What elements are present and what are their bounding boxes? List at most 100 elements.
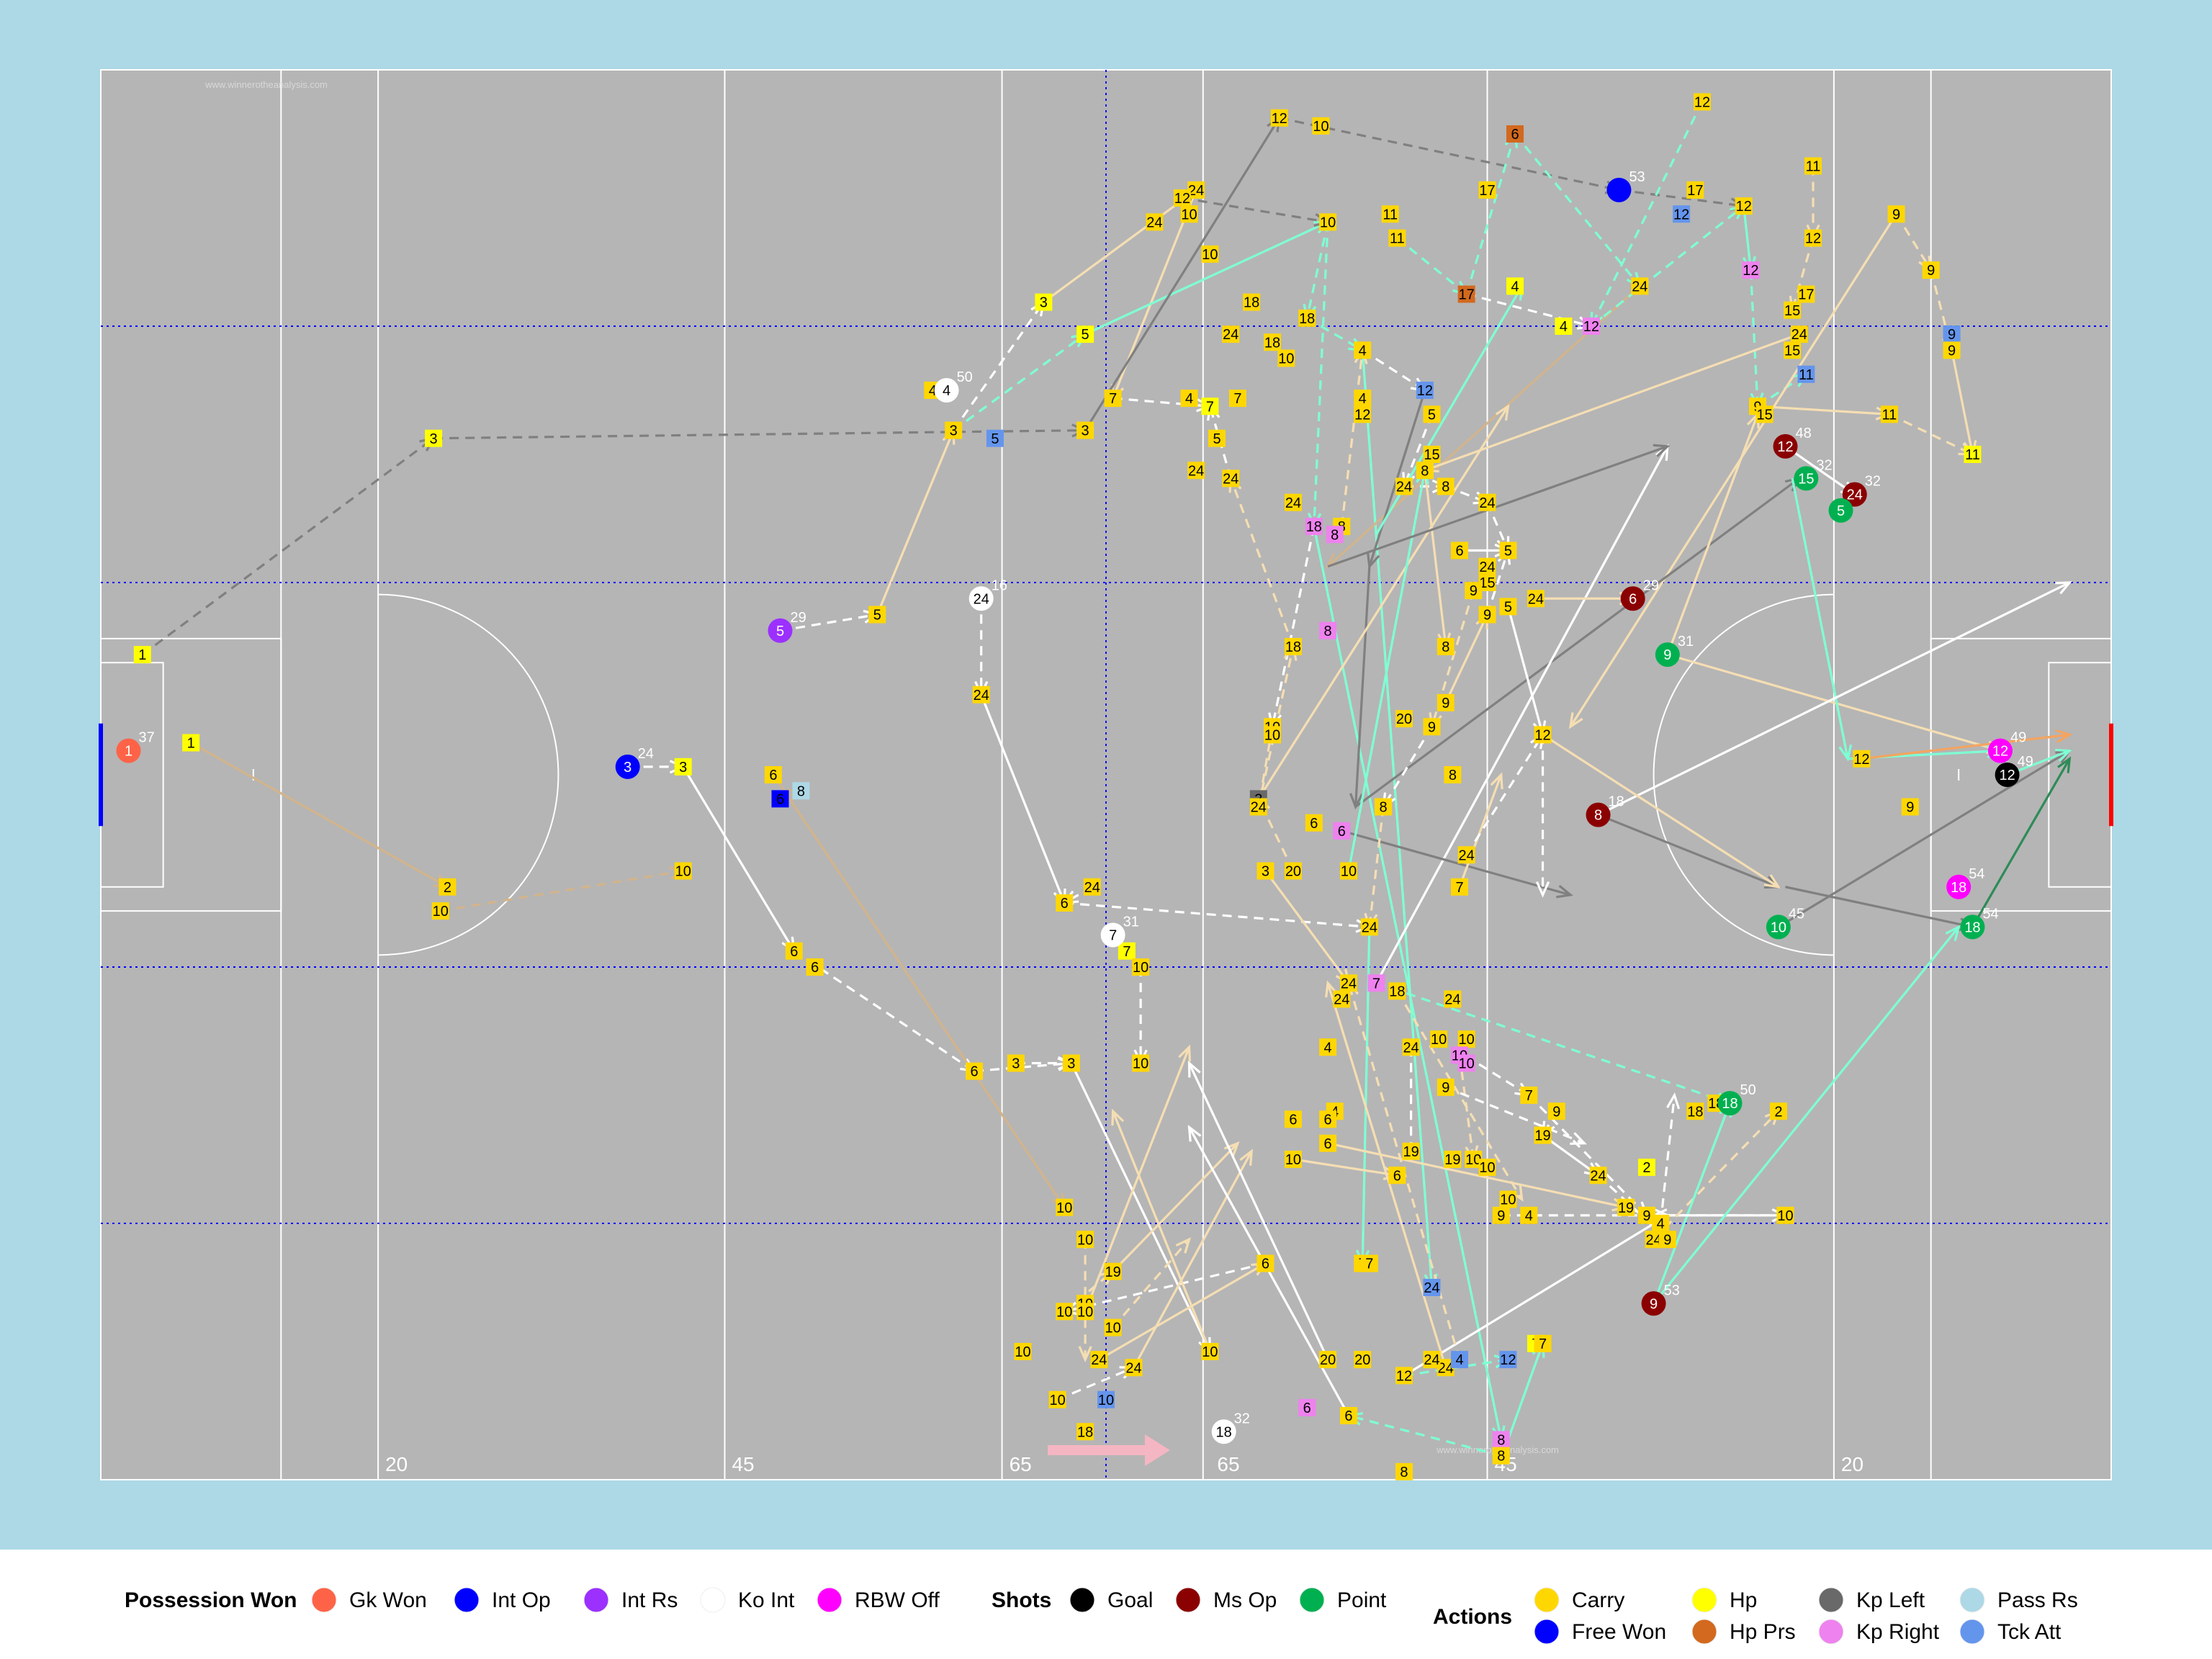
action-label: 11 xyxy=(1882,407,1897,423)
action-square xyxy=(1555,318,1573,335)
possession-won-marker-count: 31 xyxy=(1123,914,1139,930)
action-marker: 5 xyxy=(1076,325,1094,343)
legend-swatch xyxy=(1299,1587,1325,1613)
action-square xyxy=(1395,1367,1413,1385)
action-label: 5 xyxy=(873,608,881,624)
action-marker: 7 xyxy=(1228,390,1246,408)
pass-arrowhead xyxy=(1666,1092,1681,1110)
shot-marker-circle xyxy=(1794,466,1819,491)
action-marker: 4 xyxy=(1520,1206,1538,1224)
pass-line xyxy=(1785,886,1973,928)
action-label: 9 xyxy=(1948,343,1956,359)
action-marker: 9 xyxy=(1465,582,1483,600)
action-marker: 10 xyxy=(1132,1054,1150,1072)
action-label: 10 xyxy=(1500,1192,1516,1208)
action-square xyxy=(1637,1159,1655,1177)
action-marker: 24 xyxy=(1222,469,1240,487)
possession-won-marker-count: 32 xyxy=(1234,1411,1250,1426)
action-square xyxy=(1201,397,1219,415)
action-square xyxy=(1686,1102,1704,1120)
action-label: 8 xyxy=(1442,639,1449,655)
action-marker: 2 xyxy=(1637,1159,1655,1177)
action-marker: 7 xyxy=(1118,942,1136,960)
action-marker: 2 xyxy=(1769,1102,1787,1120)
action-marker: 8 xyxy=(1375,798,1393,816)
action-square xyxy=(1693,93,1711,111)
action-label: 2 xyxy=(1774,1104,1782,1120)
pass-line xyxy=(1229,477,1295,647)
action-label: 12 xyxy=(1272,111,1287,127)
action-square xyxy=(1284,638,1302,655)
action-label: 8 xyxy=(1324,624,1332,639)
action-square xyxy=(1256,1254,1274,1272)
action-square xyxy=(1673,205,1691,223)
action-label: 4 xyxy=(1324,1040,1332,1056)
action-marker: 24 xyxy=(1444,990,1462,1008)
action-label: 11 xyxy=(1799,367,1814,383)
action-square xyxy=(1769,1102,1787,1120)
action-square xyxy=(431,902,449,920)
action-square xyxy=(1465,582,1483,600)
action-label: 18 xyxy=(1077,1424,1093,1440)
action-marker: 17 xyxy=(1686,181,1704,199)
action-label: 12 xyxy=(1736,199,1752,215)
action-square xyxy=(1249,798,1267,816)
shot-marker-circle xyxy=(1828,498,1853,523)
action-marker: 8 xyxy=(1444,766,1462,783)
action-marker: 7 xyxy=(1451,878,1469,896)
action-square xyxy=(1319,621,1337,639)
action-marker: 3 xyxy=(1007,1054,1025,1072)
action-square xyxy=(1354,341,1372,359)
action-marker: 8 xyxy=(1437,638,1455,655)
pass-arrowhead xyxy=(1187,1060,1201,1078)
action-marker: 18 xyxy=(1388,982,1406,1000)
action-label: 24 xyxy=(1444,992,1460,1008)
action-marker: 24 xyxy=(1339,974,1357,992)
action-label: 24 xyxy=(1459,848,1475,863)
action-label: 7 xyxy=(1539,1336,1547,1352)
action-square xyxy=(1457,846,1475,864)
action-label: 18 xyxy=(1306,519,1322,535)
pass-line xyxy=(1666,413,1759,655)
action-marker: 20 xyxy=(1354,1351,1372,1369)
pass-arrowhead xyxy=(1763,874,1781,889)
action-label: 20 xyxy=(1396,711,1412,727)
action-label: 24 xyxy=(1084,880,1100,896)
legend-background xyxy=(0,1550,2212,1659)
pass-line xyxy=(682,766,796,952)
action-marker: 6 xyxy=(785,942,803,960)
possession-won-marker-circle xyxy=(116,738,141,763)
action-label: 2 xyxy=(1642,1160,1650,1176)
action-square xyxy=(1755,405,1773,423)
action-label: 15 xyxy=(1784,343,1800,359)
action-square xyxy=(1547,1102,1565,1120)
pitch: 204565654520 xyxy=(99,69,2113,1480)
action-marker: 7 xyxy=(1104,390,1122,408)
action-label: 24 xyxy=(1188,183,1204,199)
pass-line xyxy=(1667,653,2001,752)
action-label: 3 xyxy=(1012,1056,1020,1072)
action-marker: 8 xyxy=(1437,477,1455,495)
distance-label: 65 xyxy=(1217,1453,1239,1475)
action-marker: 11 xyxy=(1804,157,1822,175)
possession-won-marker: 1 37 xyxy=(116,730,155,763)
pass-line xyxy=(1424,333,1800,472)
action-label: 17 xyxy=(1459,287,1475,303)
action-square xyxy=(1312,117,1330,135)
pass-line xyxy=(1313,222,1329,527)
pass-arrow xyxy=(1458,772,1503,888)
action-marker: 24 xyxy=(1478,493,1496,511)
action-label: 12 xyxy=(1417,383,1433,399)
action-square xyxy=(1305,814,1323,832)
action-marker: 6 xyxy=(771,790,789,808)
action-marker: 4 xyxy=(1180,390,1198,408)
action-marker: 6 xyxy=(1056,894,1074,912)
action-square xyxy=(1097,1390,1115,1408)
action-marker: 10 xyxy=(1076,1303,1094,1321)
action-marker: 10 xyxy=(431,902,449,920)
pass-line xyxy=(780,613,878,632)
legend-label: Ms Op xyxy=(1213,1588,1277,1612)
